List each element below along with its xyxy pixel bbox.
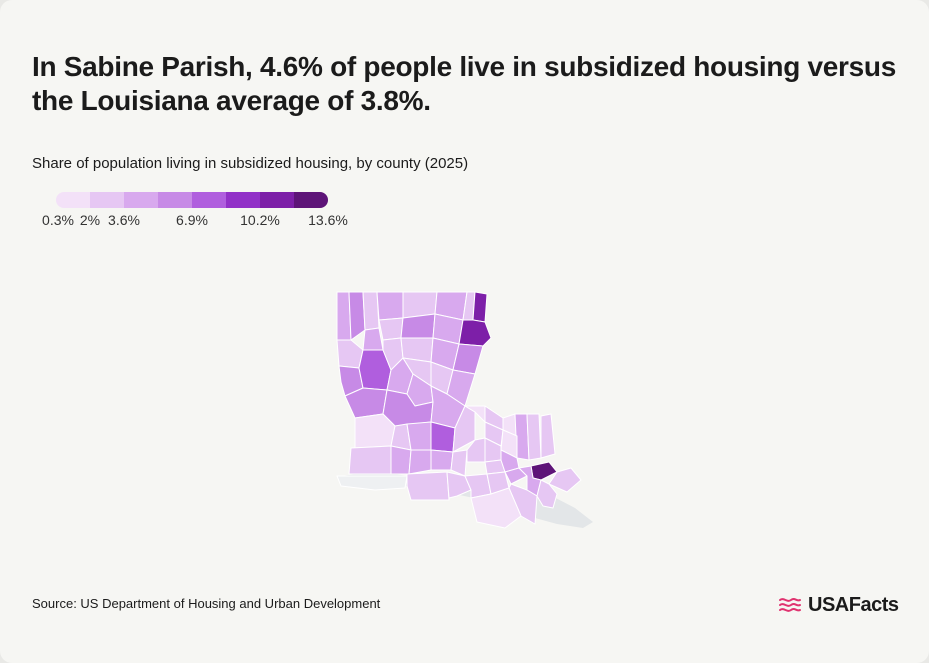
legend-swatch	[226, 192, 260, 208]
parish-ouachita	[400, 313, 436, 339]
parish-cameron	[336, 475, 408, 491]
usafacts-logo[interactable]: USAFacts	[778, 592, 899, 618]
parish-madison	[458, 319, 492, 347]
parish-bienville	[362, 327, 384, 351]
louisiana-parish-map	[336, 291, 593, 529]
legend-swatch	[294, 192, 328, 208]
legend-scale-bar	[56, 192, 328, 208]
legend-swatch	[192, 192, 226, 208]
parish-iberia	[446, 471, 472, 499]
parish-acadia	[408, 449, 432, 475]
usafacts-flag-icon	[779, 598, 801, 612]
legend-swatch	[260, 192, 294, 208]
parish-lafayette	[430, 449, 454, 471]
parish-st-martin	[450, 449, 468, 477]
legend-tick-label: 0.3%	[42, 212, 74, 228]
parish-tensas	[452, 343, 484, 375]
logo-text: USAFacts	[808, 593, 899, 616]
legend-tick-label: 10.2%	[240, 212, 280, 228]
parish-iberville	[466, 437, 486, 463]
parish-st-tammany	[540, 413, 556, 459]
parish-vermilion	[406, 471, 450, 501]
parish-east-carroll	[472, 291, 488, 323]
page-title: In Sabine Parish, 4.6% of people live in…	[32, 51, 896, 116]
parish-washington	[526, 413, 542, 461]
source-note: Source: US Department of Housing and Urb…	[32, 596, 381, 611]
color-legend: 0.3% 2% 3.6% 6.9% 10.2% 13.6%	[42, 192, 348, 232]
parish-evangeline	[406, 421, 432, 451]
legend-swatch	[90, 192, 124, 208]
legend-tick-label: 3.6%	[108, 212, 140, 228]
parish-pointe-coupee	[452, 405, 476, 453]
parish-claiborne	[376, 291, 404, 321]
parish-bossier	[348, 291, 366, 341]
chart-subtitle: Share of population living in subsidized…	[32, 155, 469, 172]
legend-swatch	[158, 192, 192, 208]
legend-swatch	[56, 192, 90, 208]
legend-swatch	[124, 192, 158, 208]
legend-tick-label: 13.6%	[308, 212, 348, 228]
legend-tick-label: 2%	[79, 212, 101, 228]
parish-st-bernard	[548, 467, 582, 493]
parish-lincoln	[378, 317, 404, 341]
parish-terrebonne	[470, 487, 522, 529]
parish-desoto	[336, 339, 364, 369]
parish-calcasieu	[348, 445, 392, 475]
parish-jefferson-davis	[390, 445, 412, 475]
legend-tick-label: 6.9%	[176, 212, 208, 228]
parish-webster	[362, 291, 380, 331]
